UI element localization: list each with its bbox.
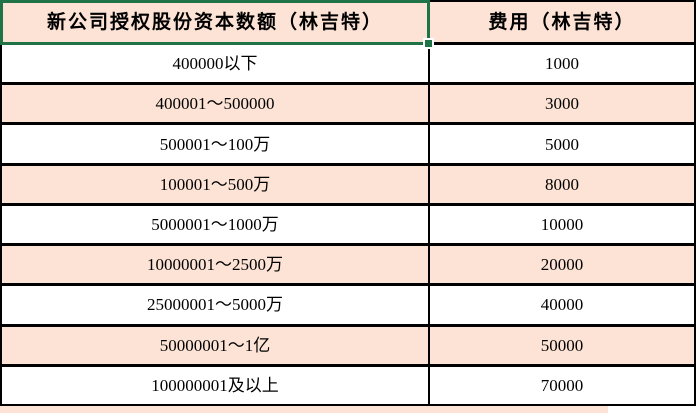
capital-range-cell[interactable]: 25000001～5000万: [2, 286, 428, 324]
fee-cell[interactable]: 3000: [430, 85, 694, 123]
header-cell-fee[interactable]: 费用（林吉特）: [430, 2, 694, 42]
capital-range-cell[interactable]: 500001～100万: [2, 125, 428, 163]
fee-cell[interactable]: 1000: [430, 45, 694, 83]
fee-cell[interactable]: 10000: [430, 205, 694, 244]
capital-range-cell[interactable]: 100001～500万: [2, 165, 428, 203]
header-cell-capital[interactable]: 新公司授权股份资本数额（林吉特）: [2, 2, 428, 42]
fee-cell[interactable]: 70000: [430, 366, 694, 404]
header-fee-label: 费用（林吉特）: [488, 11, 636, 33]
header-capital-label: 新公司授权股份资本数额（林吉特）: [46, 11, 383, 33]
capital-range-cell[interactable]: 400000以下: [2, 45, 428, 83]
fee-cell[interactable]: 8000: [430, 165, 694, 203]
partial-next-row[interactable]: [0, 406, 608, 413]
capital-range-cell[interactable]: 100000001及以上: [2, 366, 428, 404]
fee-cell[interactable]: 50000: [430, 326, 694, 364]
capital-range-cell[interactable]: 10000001～2500万: [2, 246, 428, 284]
fee-cell[interactable]: 5000: [430, 125, 694, 163]
capital-range-cell[interactable]: 5000001～1000万: [2, 205, 428, 244]
capital-range-cell[interactable]: 400001～500000: [2, 85, 428, 123]
fee-cell[interactable]: 40000: [430, 286, 694, 324]
fee-cell[interactable]: 20000: [430, 246, 694, 284]
capital-range-cell[interactable]: 50000001～1亿: [2, 326, 428, 364]
fill-handle[interactable]: [423, 38, 434, 49]
